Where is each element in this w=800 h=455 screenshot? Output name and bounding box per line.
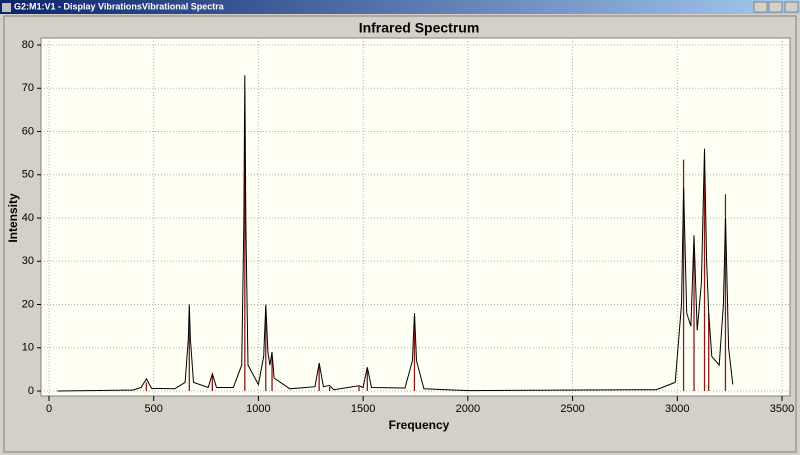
chart-title: Infrared Spectrum (359, 20, 480, 36)
y-tick-label: 10 (22, 342, 34, 354)
x-tick-label: 3500 (770, 403, 794, 415)
y-tick-label: 20 (22, 298, 34, 310)
y-axis-label: Intensity (6, 193, 20, 243)
x-tick-label: 2000 (456, 403, 480, 415)
minimize-button[interactable] (753, 1, 768, 13)
y-tick-label: 60 (22, 125, 34, 137)
window-icon (2, 3, 11, 12)
x-tick-label: 0 (46, 403, 52, 415)
close-button[interactable] (784, 1, 799, 13)
spectrum-line (57, 75, 734, 392)
y-tick-label: 80 (22, 39, 34, 51)
x-tick-label: 1500 (351, 403, 375, 415)
x-tick-label: 500 (145, 403, 163, 415)
y-tick-label: 30 (22, 255, 34, 267)
title-bar (0, 0, 800, 14)
x-tick-label: 3000 (665, 403, 689, 415)
y-tick-label: 40 (22, 212, 34, 224)
x-axis-label: Frequency (389, 418, 450, 432)
maximize-button[interactable] (768, 1, 783, 13)
y-tick-label: 70 (22, 82, 34, 94)
x-tick-label: 2500 (560, 403, 584, 415)
x-tick-label: 1000 (246, 403, 270, 415)
y-tick-label: 0 (28, 385, 34, 397)
window-title: G2:M1:V1 - Display VibrationsVibrational… (14, 1, 225, 11)
y-tick-label: 50 (22, 169, 34, 181)
